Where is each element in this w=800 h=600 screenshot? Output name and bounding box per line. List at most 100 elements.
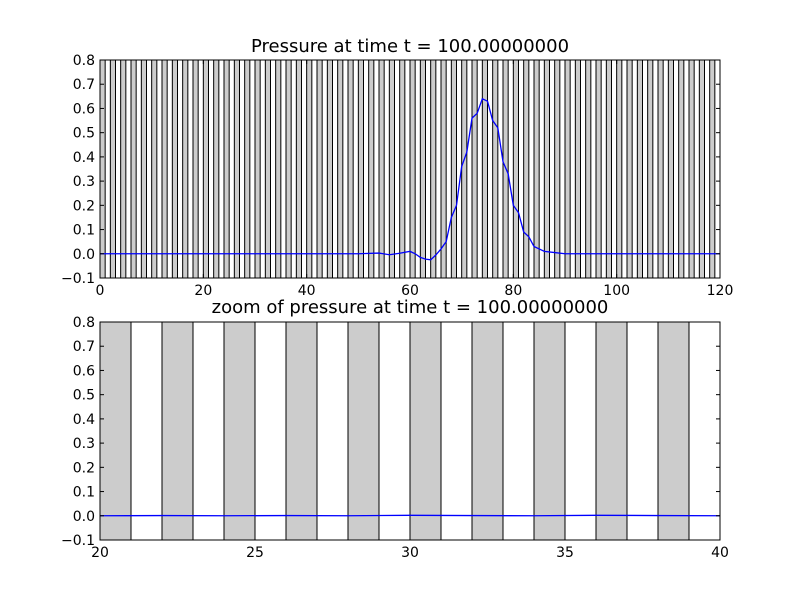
pressure-chart: Pressure at time t = 100.00000000 0 20 40 6… (61, 36, 733, 299)
pressure-chart-cell-band (202, 59, 209, 279)
zoom-pressure-chart-cell-band (533, 321, 566, 541)
zoom-pressure-chart-y-tick-label: 0.7 (73, 339, 95, 355)
pressure-chart-cell-band (130, 59, 137, 279)
zoom-pressure-chart-y-tick-label: 0.1 (73, 485, 95, 501)
pressure-chart-cell-band (316, 59, 323, 279)
pressure-chart-cell-band (409, 59, 416, 279)
pressure-chart-cell-band (368, 59, 375, 279)
zoom-pressure-chart: zoom of pressure at time t = 100.0000000… (61, 297, 729, 561)
zoom-pressure-chart-cell-band (161, 321, 194, 541)
pressure-chart-cell-band (585, 59, 592, 279)
pressure-chart-title: Pressure at time t = 100.00000000 (251, 36, 569, 57)
pressure-chart-x-tick-label: 20 (194, 283, 212, 299)
pressure-chart-cell-band (605, 59, 612, 279)
pressure-chart-y-tick-label: 0.2 (73, 198, 95, 214)
pressure-chart-cell-band (430, 59, 437, 279)
pressure-chart-cell-band (244, 59, 251, 279)
pressure-chart-cell-band (667, 59, 674, 279)
pressure-chart-cell-band (595, 59, 602, 279)
pressure-chart-y-tick-label: 0.0 (73, 247, 95, 263)
pressure-chart-cell-band (564, 59, 571, 279)
pressure-chart-x-tick-label: 120 (707, 283, 734, 299)
zoom-pressure-chart-x-ticks: 20 25 30 35 40 (91, 322, 729, 561)
zoom-pressure-chart-cell-band (285, 321, 318, 541)
pressure-chart-cell-band (688, 59, 695, 279)
pressure-chart-y-tick-label: 0.7 (73, 77, 95, 93)
pressure-chart-x-tick-label: 100 (603, 283, 630, 299)
pressure-chart-cell-band (481, 59, 489, 279)
pressure-chart-cell-band (523, 59, 530, 279)
pressure-chart-cell-band (543, 59, 550, 279)
pressure-chart-pressure-line (100, 97, 720, 261)
pressure-chart-cell-band (171, 59, 178, 279)
zoom-pressure-chart-cell-band (657, 321, 690, 541)
pressure-chart-y-ticks: −0.1 0.0 0.1 0.2 0.3 0.4 0.5 0.6 0.7 0.8 (61, 53, 720, 287)
pressure-chart-y-tick-label: −0.1 (61, 271, 95, 287)
pressure-chart-y-tick-label: 0.4 (73, 150, 95, 166)
pressure-chart-y-tick-label: 0.8 (73, 53, 95, 69)
pressure-chart-cell-band (254, 59, 261, 279)
pressure-chart-cell-band (450, 59, 458, 279)
zoom-pressure-chart-x-tick-label: 20 (91, 545, 109, 561)
pressure-chart-y-tick-label: 0.1 (73, 223, 95, 239)
zoom-pressure-chart-y-ticks: −0.1 0.0 0.1 0.2 0.3 0.4 0.5 0.6 0.7 0.8 (61, 315, 720, 549)
pressure-chart-cell-band (647, 59, 654, 279)
pressure-chart-cell-band (99, 59, 106, 279)
pressure-chart-cell-band (636, 59, 643, 279)
pressure-chart-cell-band (306, 59, 313, 279)
pressure-chart-y-tick-label: 0.3 (73, 174, 95, 190)
zoom-pressure-chart-y-tick-label: −0.1 (61, 533, 95, 549)
pressure-chart-x-tick-label: 60 (401, 283, 419, 299)
pressure-chart-cell-band (264, 59, 272, 279)
pressure-chart-cell-band (233, 59, 240, 279)
pressure-chart-y-tick-label: 0.6 (73, 101, 95, 117)
pressure-chart-cell-band (657, 59, 664, 279)
pressure-chart-cell-band (419, 59, 427, 279)
pressure-chart-cell-band (533, 59, 540, 279)
pressure-chart-cell-band (471, 59, 478, 279)
pressure-chart-cell-band (140, 59, 147, 279)
pressure-chart-cell-band (161, 59, 168, 279)
pressure-chart-y-tick-label: 0.5 (73, 126, 95, 142)
zoom-pressure-chart-y-tick-label: 0.8 (73, 315, 95, 331)
pressure-chart-cell-band (461, 59, 468, 279)
zoom-pressure-chart-cell-band (471, 321, 504, 541)
pressure-chart-cell-band (574, 59, 581, 279)
zoom-pressure-chart-x-tick-label: 30 (401, 545, 419, 561)
pressure-chart-cell-band (213, 59, 220, 279)
zoom-pressure-chart-cell-band (409, 321, 442, 541)
pressure-chart-x-tick-label: 40 (298, 283, 316, 299)
zoom-pressure-chart-title: zoom of pressure at time t = 100.0000000… (212, 297, 609, 318)
pressure-chart-cell-band (678, 59, 685, 279)
pressure-chart-cell-band (151, 59, 158, 279)
zoom-pressure-chart-y-tick-label: 0.2 (73, 460, 95, 476)
zoom-pressure-chart-x-tick-label: 40 (711, 545, 729, 561)
pressure-chart-cell-band (326, 59, 334, 279)
zoom-pressure-chart-y-tick-label: 0.6 (73, 363, 95, 379)
zoom-pressure-chart-cell-band (347, 321, 380, 541)
zoom-pressure-chart-x-tick-label: 25 (246, 545, 264, 561)
zoom-pressure-chart-cell-band (595, 321, 628, 541)
pressure-chart-cell-band (182, 59, 189, 279)
pressure-chart-cell-band (295, 59, 303, 279)
zoom-pressure-chart-cell-band (99, 321, 132, 541)
pressure-chart-cell-band (285, 59, 292, 279)
zoom-pressure-chart-y-tick-label: 0.3 (73, 436, 95, 452)
pressure-chart-cell-band (347, 59, 354, 279)
pressure-chart-cell-band (275, 59, 282, 279)
pressure-chart-cell-band (709, 59, 716, 279)
zoom-pressure-chart-y-tick-label: 0.4 (73, 412, 95, 428)
pressure-chart-series (100, 97, 720, 261)
pressure-chart-cell-band (512, 59, 519, 279)
zoom-pressure-chart-y-tick-label: 0.5 (73, 388, 95, 404)
pressure-chart-cell-band (109, 59, 117, 279)
pressure-chart-cell-band (192, 59, 199, 279)
pressure-chart-cell-band (378, 59, 385, 279)
pressure-chart-cell-band (223, 59, 230, 279)
pressure-chart-cell-band (492, 59, 499, 279)
pressure-chart-cell-band (626, 59, 633, 279)
pressure-chart-x-tick-label: 0 (96, 283, 105, 299)
pressure-chart-x-ticks: 0 20 40 60 80 100 120 (96, 60, 734, 299)
pressure-chart-cell-band (554, 59, 561, 279)
zoom-pressure-chart-y-tick-label: 0.0 (73, 509, 95, 525)
